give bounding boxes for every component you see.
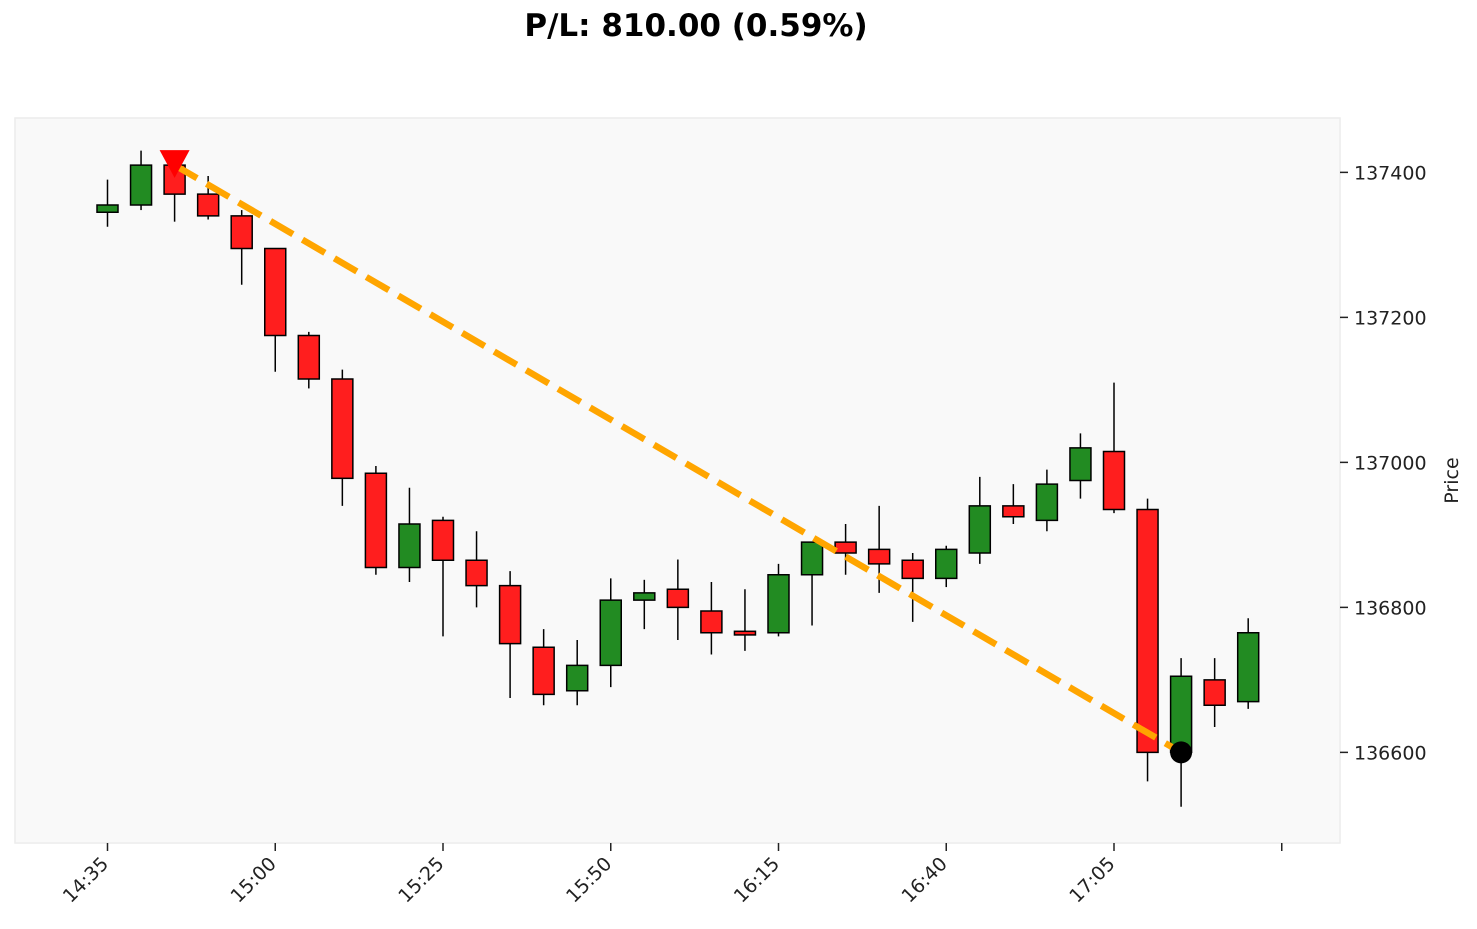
candle [297,331,321,389]
chart-title: P/L: 810.00 (0.59%) [524,8,868,44]
candle-body [800,541,824,576]
candle-body [465,559,488,587]
y-tick-label: 137400 [1354,162,1427,184]
candle-body [666,588,690,609]
candle [331,369,354,506]
candle [364,466,388,575]
candle-body [96,204,119,213]
candle [733,589,757,651]
candle [633,579,656,630]
candle [498,571,522,698]
candle-body [264,247,287,337]
candle-body [1035,483,1059,522]
candle [1002,484,1025,524]
y-axis-label: Price [1441,457,1463,503]
candle [767,563,790,637]
candle [1035,469,1059,532]
candle [230,210,253,285]
candle [666,559,690,640]
candle [599,578,622,688]
candle [465,531,488,608]
x-tick-label: 16:15 [730,853,784,907]
candle [1069,433,1092,499]
candle-body [1203,679,1226,706]
candle-body [196,193,220,217]
x-tick-label: 15:50 [562,853,616,907]
candle-body [1136,508,1159,754]
candle-body [129,164,153,206]
y-tick-label: 137200 [1354,307,1427,329]
candle-body [331,378,354,480]
candle-body [398,523,421,569]
x-tick-label: 14:35 [59,853,113,907]
candle-body [498,584,522,645]
candle [565,640,589,706]
candle [1203,658,1226,727]
candle-body [1069,447,1092,482]
candle-body [633,592,656,601]
candle-body [230,215,253,250]
x-axis: 14:35 15:00 15:25 15:50 16:15 16:40 17:05 [59,843,1283,907]
candle-body [364,472,388,569]
x-tick-label: 15:00 [227,853,281,907]
candle-body [867,548,891,565]
candles-layer [96,150,1260,807]
candle [96,179,119,227]
x-tick-label: 15:25 [394,853,448,907]
trade-layer [159,150,1193,764]
candle-body [901,559,924,580]
candle [129,150,153,211]
candle [1236,618,1260,709]
candle-body [1002,505,1025,518]
y-tick-label: 137000 [1354,452,1427,474]
candle-body [935,548,958,580]
exit-marker [1170,741,1193,764]
candle [968,476,992,564]
x-tick-label: 17:05 [1065,853,1119,907]
x-tick-label: 16:40 [898,853,952,907]
candle [398,487,421,582]
candle [1102,382,1126,514]
candle [901,553,924,622]
candle [800,541,824,626]
candle [935,545,958,588]
candle-body [700,610,723,634]
candle-body [599,599,622,667]
candle-body [565,664,589,692]
trade-line [172,162,1183,756]
candle [700,582,723,655]
candle-body [1169,675,1193,754]
candle [264,247,287,372]
candle-body [1236,632,1260,703]
y-axis: 136600 136800 137000 137200 137400 [1340,162,1427,764]
y-tick-label: 136600 [1354,742,1427,764]
candle [431,516,455,637]
candle-body [532,646,555,696]
entry-marker [159,150,190,178]
candle [532,629,555,706]
candle-body [1102,450,1126,511]
candle-body [834,541,857,554]
candle-body [733,630,757,636]
candle-body [767,574,790,634]
candle-body [431,519,455,561]
candle-body [968,505,992,554]
candle-body [297,334,321,380]
y-tick-label: 136800 [1354,597,1427,619]
